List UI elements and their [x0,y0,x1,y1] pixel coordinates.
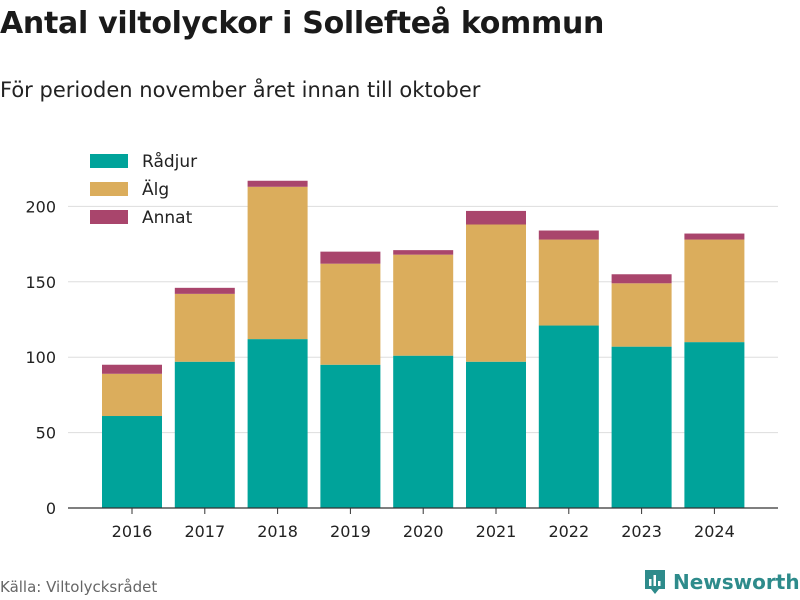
bar-älg-2020 [393,254,454,356]
bar-annat-2021 [466,210,526,225]
brand-name: Newsworthy [673,570,800,594]
legend-swatch-rådjur [90,154,128,168]
bar-rådjur-2021 [466,361,526,508]
bar-chart-icon [645,570,665,594]
bars [102,180,745,508]
y-tick-label: 200 [25,197,56,216]
x-tick-label: 2016 [112,522,153,541]
x-tick-label: 2017 [184,522,225,541]
bar-älg-2021 [466,224,526,362]
y-tick-label: 0 [46,499,56,518]
bar-älg-2023 [611,283,672,347]
source-note: Källa: Viltolycksrådet [0,578,158,596]
bar-älg-2019 [320,263,381,365]
bar-rådjur-2016 [102,416,162,508]
bar-älg-2016 [102,373,162,417]
y-tick-label: 150 [25,273,56,292]
x-tick-label: 2021 [476,522,517,541]
bar-annat-2020 [393,250,454,255]
x-tick-label: 2023 [621,522,662,541]
legend-label: Älg [142,179,169,200]
legend-label: Annat [142,208,193,228]
brand-logo: Newsworthy [643,568,800,596]
bar-annat-2016 [102,364,162,374]
chart-title: Antal viltolyckor i Sollefteå kommun [0,6,605,41]
bar-annat-2018 [247,180,308,187]
x-tick-label: 2024 [694,522,735,541]
bar-rådjur-2018 [247,339,308,508]
legend: Rådjur Älg Annat [90,151,197,228]
bar-annat-2024 [684,233,745,240]
bar-rådjur-2023 [611,346,672,508]
legend-swatch-älg [90,182,128,196]
y-tick-label: 100 [25,348,56,367]
axes: 0 50 100 150 200 2016 2017 2018 2019 2020 2021 2022… [25,197,778,541]
bar-annat-2017 [174,287,235,294]
y-tick-label: 50 [36,424,56,443]
bar-rådjur-2024 [684,342,745,508]
chart-subtitle: För perioden november året innan till ok… [0,78,481,102]
bar-älg-2018 [247,186,308,340]
x-tick-label: 2020 [403,522,444,541]
bar-rådjur-2019 [320,364,381,508]
bar-annat-2022 [538,230,599,240]
bar-älg-2017 [174,293,235,362]
legend-label: Rådjur [142,151,197,172]
x-tick-label: 2019 [330,522,371,541]
bar-annat-2023 [611,274,672,284]
legend-swatch-annat [90,210,128,224]
bar-älg-2024 [684,239,745,343]
bar-älg-2022 [538,239,599,326]
bar-rådjur-2017 [174,361,235,508]
x-tick-label: 2018 [257,522,298,541]
x-tick-label: 2022 [548,522,589,541]
bar-rådjur-2020 [393,355,454,508]
stacked-bar-chart: 0 50 100 150 200 2016 2017 2018 2019 2020 2021 2022… [25,151,778,541]
bar-annat-2019 [320,251,381,264]
bar-rådjur-2022 [538,325,599,508]
